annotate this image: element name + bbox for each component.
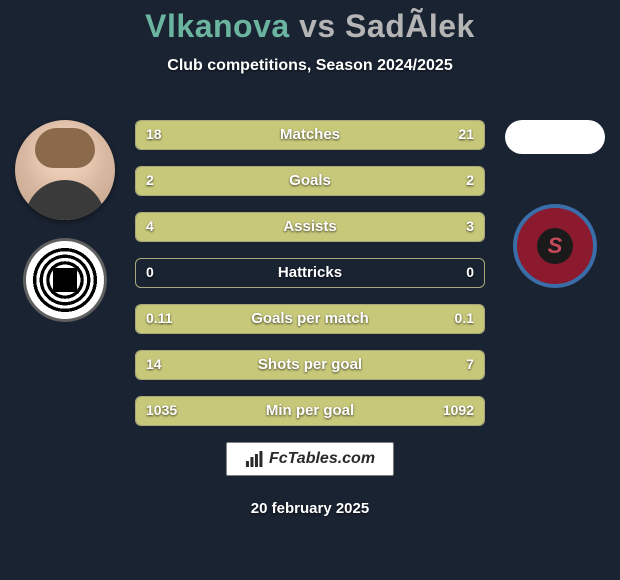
stat-label: Goals — [136, 167, 484, 195]
stat-label: Goals per match — [136, 305, 484, 333]
brand-text: FcTables.com — [269, 450, 375, 468]
title: Vlkanova vs SadÃ­lek — [0, 8, 620, 45]
chart-icon — [245, 450, 263, 468]
stats-area: 1821Matches 22Goals 43Assists 00Hattricks 0.… — [135, 120, 485, 442]
right-column — [500, 120, 610, 288]
player1-club-logo — [23, 238, 107, 322]
title-vs: vs — [299, 8, 336, 44]
stat-row: 0.110.1Goals per match — [135, 304, 485, 334]
left-column — [10, 120, 120, 322]
stat-row: 1821Matches — [135, 120, 485, 150]
comparison-card: Vlkanova vs SadÃ­lek Club competitions, … — [0, 0, 620, 580]
stat-row: 43Assists — [135, 212, 485, 242]
player1-photo — [15, 120, 115, 220]
stat-row: 147Shots per goal — [135, 350, 485, 380]
stat-label: Min per goal — [136, 397, 484, 425]
stat-label: Matches — [136, 121, 484, 149]
brand-badge[interactable]: FcTables.com — [226, 442, 394, 476]
subtitle: Club competitions, Season 2024/2025 — [0, 57, 620, 75]
stat-row: 00Hattricks — [135, 258, 485, 288]
footer-date: 20 february 2025 — [0, 500, 620, 517]
stat-row: 22Goals — [135, 166, 485, 196]
stat-row: 10351092Min per goal — [135, 396, 485, 426]
stat-label: Shots per goal — [136, 351, 484, 379]
title-player2: SadÃ­lek — [345, 8, 475, 44]
stat-label: Assists — [136, 213, 484, 241]
stat-label: Hattricks — [136, 259, 484, 287]
player2-photo-placeholder — [505, 120, 605, 154]
title-player1: Vlkanova — [145, 8, 290, 44]
player2-club-logo — [513, 204, 597, 288]
